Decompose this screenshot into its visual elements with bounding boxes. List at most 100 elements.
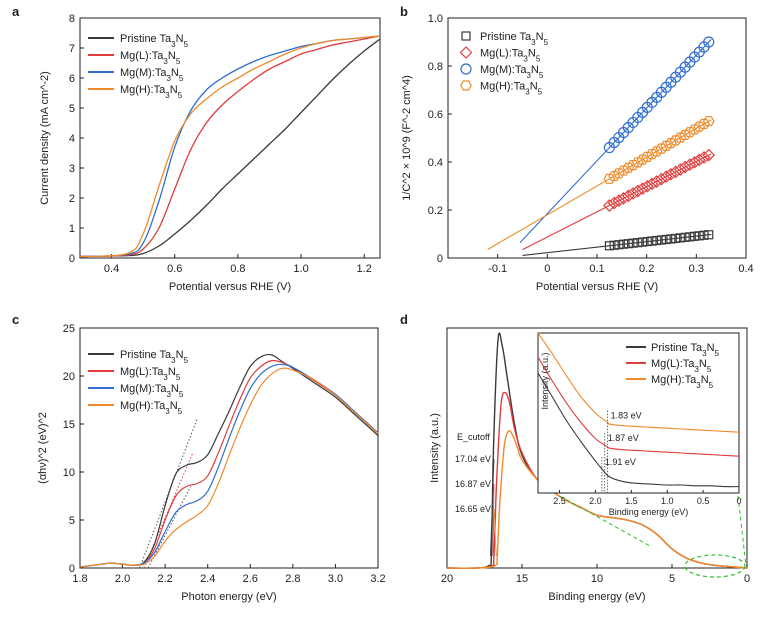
panel-b-ylabel: 1/C^2 × 10^9 (F^-2 cm^4): [401, 75, 413, 201]
panel-b-marker-hexagon: [603, 173, 616, 184]
panel-b-marker-diamond: [603, 199, 616, 212]
panel-d-xlabel: Binding energy (eV): [548, 591, 645, 603]
panel-b-xtick-label: 0: [544, 263, 550, 275]
panel-b-fit-line: [487, 119, 712, 250]
panel-b-ytick-label: 0.8: [428, 61, 443, 73]
panel-b-marker-diamond: [640, 179, 654, 193]
panel-b-marker-hexagon: [660, 140, 673, 151]
panel-b-marker-diamond: [631, 184, 645, 198]
panel-b-marker-square: [609, 240, 619, 250]
panel-b-marker-hexagon: [612, 168, 625, 179]
panel-b-marker-diamond: [636, 182, 649, 196]
panel-d-ylabel: Intensity (a.u.): [429, 413, 441, 483]
panel-b-marker-hexagon: [674, 132, 687, 143]
panel-b-marker-diamond: [674, 163, 687, 176]
panel-b-xlabel: Potential versus RHE (V): [536, 281, 658, 293]
panel-d: d 20 15 10 5 0 Binding energy (eV) Intensity (a…: [400, 312, 750, 603]
panel-d-legend-label: Pristine Ta3N5: [651, 342, 720, 358]
panel-b-marker-diamond: [645, 177, 659, 191]
panel-d-inset-xtick-label: 2.0: [589, 496, 602, 506]
panel-d-inset-onset-label: 1.91 eV: [605, 457, 636, 467]
panel-c-ytick-label: 10: [63, 467, 75, 479]
panel-b-xtick-label: -0.1: [488, 263, 507, 275]
panel-c-xtick-label: 3.0: [328, 573, 343, 585]
panel-c-xtick-label: 3.2: [370, 573, 385, 585]
panel-d-inset-xtick-label: 2.5: [553, 496, 566, 506]
panel-c-legend-label: Mg(H):Ta3N5: [120, 400, 183, 416]
panel-b-xtick-label: 0.2: [639, 263, 654, 275]
panel-a-ytick-label: 0: [69, 253, 75, 265]
panel-b-marker-diamond: [683, 158, 697, 172]
panel-c-xtick-label: 2.4: [200, 573, 215, 585]
panel-d-inset-frame: [537, 332, 740, 494]
panel-d-inset-xlabel: Binding energy (eV): [609, 507, 689, 517]
panel-b-marker-hexagon: [688, 124, 701, 135]
panel-d-inset-series-line: [537, 332, 740, 433]
panel-d-cutoff-label: 16.65 eV: [455, 504, 491, 514]
panel-a-xtick-label: 0.4: [104, 263, 119, 275]
panel-c-letter: c: [12, 312, 19, 327]
panel-b-marker-hexagon: [693, 121, 706, 132]
panel-d-ecutoff-label: E_cutoff: [457, 432, 490, 442]
panel-b-marker-hexagon: [646, 149, 658, 160]
panel-a-xtick-label: 1.0: [293, 263, 308, 275]
panel-d-cutoff-arrow: [490, 458, 495, 557]
panel-a-xlabel: Potential versus RHE (V): [169, 281, 291, 293]
panel-d-inset-xtick-label: 1.5: [625, 496, 638, 506]
panel-d-cutoff-arrow: [493, 508, 497, 557]
panel-d-letter: d: [400, 312, 408, 327]
panel-c-ylabel: (αhν)^2 (eV)^2: [37, 412, 49, 484]
panel-b-marker-hexagon: [650, 146, 663, 157]
panel-d-inset-xtick-label: 0: [736, 496, 741, 506]
panel-a-legend-label: Pristine Ta3N5: [120, 33, 189, 49]
panel-d-series-line: [446, 430, 748, 569]
panel-c-legend-label: Pristine Ta3N5: [120, 349, 189, 365]
panel-b-marker-square: [675, 233, 685, 243]
panel-b-marker-diamond: [688, 155, 701, 169]
panel-b-marker-diamond: [607, 196, 621, 210]
panel-a-ytick-label: 5: [69, 103, 75, 115]
panel-a-ytick-label: 3: [69, 163, 75, 175]
panel-b-legend-label: Mg(H):Ta3N5: [480, 81, 543, 97]
panel-d-inset-series-line: [537, 356, 740, 457]
panel-b-marker-diamond: [650, 175, 664, 188]
panel-b-marker-diamond: [459, 46, 473, 59]
panel-b-marker-square: [604, 241, 615, 251]
panel-c-xlabel: Photon energy (eV): [181, 591, 276, 603]
panel-b-legend-label: Mg(M):Ta3N5: [480, 64, 544, 80]
panel-c-frame: [79, 327, 379, 569]
panel-b-legend-label: Pristine Ta3N5: [480, 31, 549, 47]
panel-d-xtick-label: 20: [441, 573, 453, 585]
panel-b-marker-square: [647, 236, 657, 246]
panel-b-legend-label: Mg(L):Ta3N5: [480, 48, 541, 64]
panel-d-zoom-ellipse: [684, 554, 746, 578]
panel-d-cutoff-label: 16.87 eV: [455, 479, 491, 489]
panel-a-ytick-label: 6: [69, 73, 75, 85]
panel-b-marker-square: [619, 239, 629, 249]
panel-b-marker-square: [623, 239, 633, 249]
panel-b-marker-hexagon: [655, 143, 668, 154]
panel-a: a 0.4 0.6 0.8 1.0 1.2 0 1 2 3 4 5 6 7 8 Potential versu…: [12, 4, 381, 293]
panel-b-marker-diamond: [655, 172, 668, 186]
panel-d-inset-ylabel: Intensity (a.u.): [540, 352, 550, 409]
panel-b-marker-square: [689, 231, 700, 241]
panel-b-marker-hexagon: [636, 154, 649, 165]
panel-b-marker-hexagon: [669, 135, 682, 146]
panel-a-series-line: [79, 38, 381, 258]
panel-b-marker-hexagon: [641, 151, 654, 162]
panel-b: b -0.1 0 0.1 0.2 0.3 0.4 0 0.2 0.4 0.6 0.8 1.0 Potent…: [400, 4, 754, 293]
panel-c: c 1.8 2.0 2.2 2.4 2.6 2.8 3.0 3.2 0 5 10 15 20 25 Photo…: [12, 312, 386, 603]
panel-a-xtick-label: 1.2: [357, 263, 372, 275]
panel-b-marker-diamond: [626, 187, 640, 200]
panel-b-marker-diamond: [664, 167, 678, 181]
panel-b-marker-diamond: [617, 191, 630, 205]
panel-b-marker-hexagon: [460, 80, 472, 91]
panel-b-marker-diamond: [612, 194, 626, 208]
panel-d-inset-xtick-label: 1.0: [661, 496, 674, 506]
panel-d-cutoff-label: 17.04 eV: [455, 454, 491, 464]
panel-b-marker-diamond: [659, 170, 673, 184]
panel-d-inset-onset-label: 1.83 eV: [611, 411, 642, 421]
panel-a-ytick-label: 4: [69, 133, 75, 145]
panel-d-inset-series-line: [537, 372, 740, 488]
